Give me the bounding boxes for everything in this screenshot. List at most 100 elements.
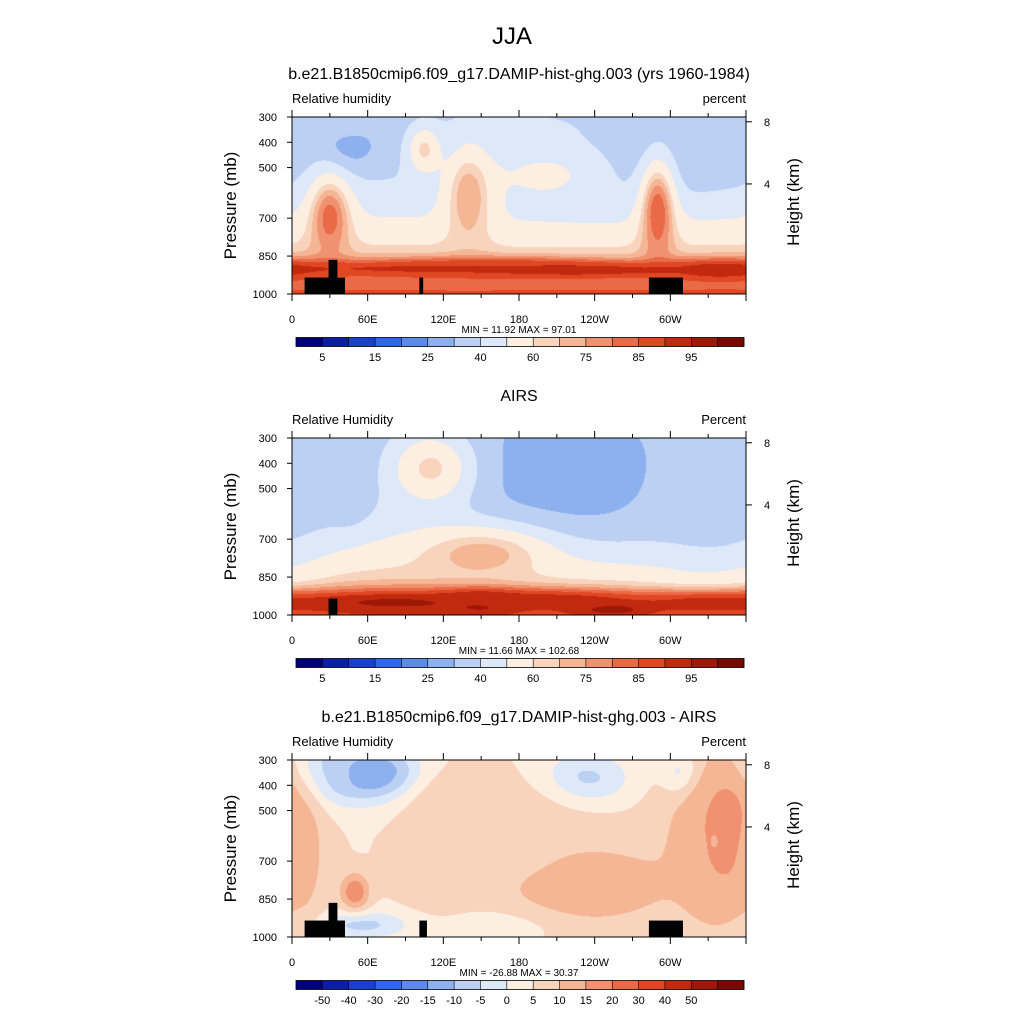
height-tick-label: 8 xyxy=(764,117,770,129)
land-mask xyxy=(304,920,345,937)
x-tick-label: 60E xyxy=(358,635,378,647)
colorbar-box xyxy=(638,337,666,347)
x-tick-label: 60W xyxy=(659,314,682,326)
colorbar-box xyxy=(559,980,587,990)
colorbar-label: 5 xyxy=(319,673,325,685)
colorbar-box xyxy=(348,658,376,668)
colorbar-box xyxy=(717,337,745,347)
colorbar-box xyxy=(533,980,560,990)
colorbar-box xyxy=(506,337,534,347)
colorbar-label: 25 xyxy=(422,673,434,685)
land-mask xyxy=(419,920,427,937)
colorbar-box xyxy=(427,337,455,347)
colorbar-box xyxy=(612,980,639,990)
y-tick-label: 850 xyxy=(259,572,277,584)
colorbar-label: 15 xyxy=(369,673,381,685)
x-tick-label: 120W xyxy=(580,635,609,647)
x-tick-label: 0 xyxy=(289,314,295,326)
height-tick-label: 8 xyxy=(764,438,770,450)
variable-label: Relative Humidity xyxy=(292,412,394,427)
colorbar-label: -40 xyxy=(341,995,357,1007)
height-axis-title: Height (km) xyxy=(784,801,803,889)
colorbar-box xyxy=(664,337,692,347)
colorbar: 5 15 25 40 60 75 85 95 xyxy=(295,658,745,685)
colorbar-box xyxy=(506,658,534,668)
colorbar-label: 5 xyxy=(319,352,325,364)
colorbar-frame xyxy=(295,658,745,668)
colorbar-label: 20 xyxy=(606,995,618,1007)
y-tick-label: 700 xyxy=(259,534,277,546)
min-max-label: MIN = 11.66 MAX = 102.68 xyxy=(459,646,580,657)
y-tick-label: 300 xyxy=(259,433,277,445)
colorbar-box xyxy=(322,658,350,668)
x-tick-label: 60W xyxy=(659,957,682,969)
y-tick-label: 700 xyxy=(259,213,277,225)
colorbar-label: 75 xyxy=(580,673,592,685)
colorbar-label: -5 xyxy=(476,995,486,1007)
colorbar-box xyxy=(506,980,534,990)
height-axis-title: Height (km) xyxy=(784,158,803,246)
units-label: Percent xyxy=(701,412,746,427)
colorbar-box xyxy=(691,980,718,990)
colorbar-label: 75 xyxy=(580,352,592,364)
colorbar-label: 15 xyxy=(369,352,381,364)
colorbar-box xyxy=(296,658,323,668)
x-tick-label: 180 xyxy=(510,957,528,969)
y-tick-label: 1000 xyxy=(253,289,277,301)
x-tick-label: 120E xyxy=(430,635,456,647)
height-tick-label: 8 xyxy=(764,760,770,772)
x-tick-label: 0 xyxy=(289,957,295,969)
min-max-label: MIN = -26.88 MAX = 30.37 xyxy=(460,968,579,979)
height-tick-label: 4 xyxy=(764,500,770,512)
colorbar-box xyxy=(533,658,560,668)
land-mask xyxy=(328,598,338,615)
colorbar-box xyxy=(348,980,376,990)
y-tick-label: 850 xyxy=(259,251,277,263)
colorbar-box xyxy=(348,337,376,347)
colorbar-label: 85 xyxy=(632,673,644,685)
panel-3: b.e21.B1850cmip6.f09_g17.DAMIP-hist-ghg.… xyxy=(221,709,803,1007)
contour-field xyxy=(292,760,746,937)
colorbar-label: 50 xyxy=(685,995,697,1007)
y-tick-label: 500 xyxy=(259,484,277,496)
colorbar-label: 60 xyxy=(527,673,539,685)
colorbar-box xyxy=(717,980,745,990)
colorbar-box xyxy=(585,980,613,990)
colorbar-box xyxy=(427,980,455,990)
colorbar-label: 95 xyxy=(685,352,697,364)
panel-title: b.e21.B1850cmip6.f09_g17.DAMIP-hist-ghg.… xyxy=(322,709,717,726)
colorbar-label: 25 xyxy=(422,352,434,364)
y-axis-title: Pressure (mb) xyxy=(221,152,240,260)
colorbar-label: 40 xyxy=(474,673,486,685)
y-tick-label: 500 xyxy=(259,806,277,818)
colorbar-label: 40 xyxy=(474,352,486,364)
x-tick-label: 0 xyxy=(289,635,295,647)
y-axis-title: Pressure (mb) xyxy=(221,473,240,581)
y-axis-title: Pressure (mb) xyxy=(221,795,240,903)
colorbar-box xyxy=(559,658,587,668)
colorbar-label: 60 xyxy=(527,352,539,364)
panel-title: b.e21.B1850cmip6.f09_g17.DAMIP-hist-ghg.… xyxy=(288,66,750,83)
colorbar-box xyxy=(375,337,402,347)
contour-field xyxy=(292,438,746,615)
colorbar-box xyxy=(296,337,323,347)
y-tick-label: 400 xyxy=(259,780,277,792)
x-tick-label: 180 xyxy=(510,314,528,326)
colorbar-box xyxy=(533,337,560,347)
panel-2: AIRS Relative Humidity Percent 0 60E 120E 180 1… xyxy=(221,388,803,685)
height-tick-label: 4 xyxy=(764,179,770,191)
colorbar-box xyxy=(375,980,402,990)
colorbar-label: 95 xyxy=(685,673,697,685)
min-max-label: MIN = 11.92 MAX = 97.01 xyxy=(462,325,577,336)
land-mask xyxy=(648,277,683,294)
x-tick-label: 120E xyxy=(430,314,456,326)
colorbar-box xyxy=(691,337,718,347)
colorbar-box xyxy=(322,337,350,347)
x-tick-label: 60E xyxy=(358,314,378,326)
y-tick-label: 300 xyxy=(259,112,277,124)
x-tick-label: 120E xyxy=(430,957,456,969)
y-tick-label: 700 xyxy=(259,856,277,868)
colorbar-label: -15 xyxy=(420,995,436,1007)
colorbar-label: 0 xyxy=(504,995,510,1007)
colorbar-label: 10 xyxy=(553,995,565,1007)
